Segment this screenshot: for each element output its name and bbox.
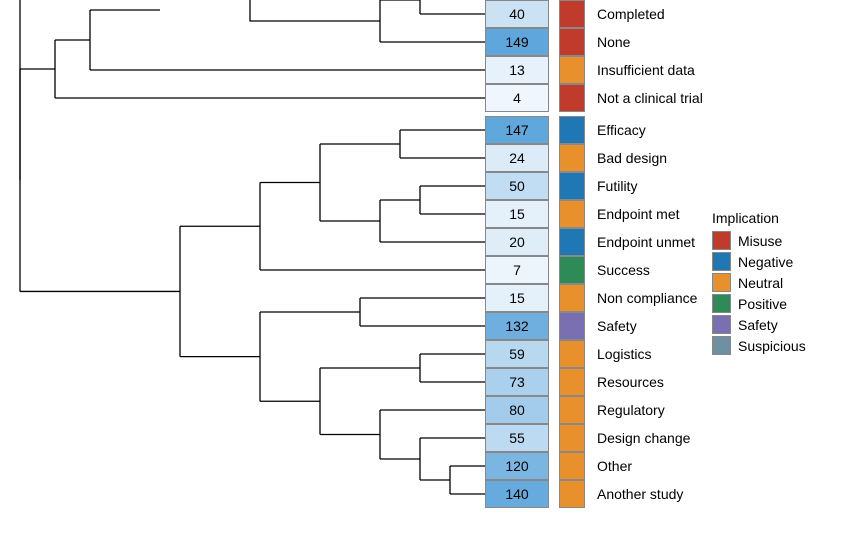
legend-swatch <box>712 273 731 292</box>
row-label: Design change <box>597 430 690 446</box>
implication-legend: Implication Misuse Negative Neutral Positive… <box>712 210 806 356</box>
legend-label: Safety <box>738 317 778 333</box>
value-cell: 4 <box>485 84 549 112</box>
table-row: 15 Endpoint met <box>485 200 680 228</box>
value-cell: 140 <box>485 480 549 508</box>
legend-item: Negative <box>712 251 806 272</box>
legend-label: Suspicious <box>738 338 806 354</box>
implication-cell <box>559 144 585 172</box>
row-label: Not a clinical trial <box>597 90 703 106</box>
legend-title: Implication <box>712 210 806 226</box>
row-label: Another study <box>597 486 683 502</box>
table-row: 7 Success <box>485 256 650 284</box>
implication-cell <box>559 452 585 480</box>
table-row: 4 Not a clinical trial <box>485 84 703 112</box>
row-label: Success <box>597 262 650 278</box>
table-row: 59 Logistics <box>485 340 651 368</box>
legend-swatch <box>712 252 731 271</box>
table-row: 132 Safety <box>485 312 637 340</box>
implication-cell <box>559 340 585 368</box>
legend-label: Negative <box>738 254 793 270</box>
table-row: 147 Efficacy <box>485 116 646 144</box>
row-label: Resources <box>597 374 664 390</box>
implication-cell <box>559 84 585 112</box>
row-label: Insufficient data <box>597 62 695 78</box>
value-cell: 40 <box>485 0 549 28</box>
implication-cell <box>559 396 585 424</box>
table-row: 149 None <box>485 28 630 56</box>
value-cell: 15 <box>485 284 549 312</box>
implication-cell <box>559 28 585 56</box>
table-row: 20 Endpoint unmet <box>485 228 695 256</box>
row-label: Logistics <box>597 346 651 362</box>
implication-cell <box>559 312 585 340</box>
row-label: Safety <box>597 318 637 334</box>
legend-item: Suspicious <box>712 335 806 356</box>
legend-item: Neutral <box>712 272 806 293</box>
implication-cell <box>559 172 585 200</box>
legend-label: Misuse <box>738 233 782 249</box>
row-label: Endpoint unmet <box>597 234 695 250</box>
value-cell: 73 <box>485 368 549 396</box>
value-cell: 120 <box>485 452 549 480</box>
implication-cell <box>559 368 585 396</box>
row-label: Completed <box>597 6 665 22</box>
implication-cell <box>559 424 585 452</box>
dendrogram-svg <box>0 0 485 560</box>
value-cell: 7 <box>485 256 549 284</box>
implication-cell <box>559 256 585 284</box>
value-cell: 15 <box>485 200 549 228</box>
dendrogram-heatmap: 40 Completed 149 None 13 Insufficient data 4 No… <box>0 0 850 560</box>
implication-cell <box>559 480 585 508</box>
table-row: 50 Futility <box>485 172 637 200</box>
value-cell: 13 <box>485 56 549 84</box>
legend-item: Misuse <box>712 230 806 251</box>
table-row: 80 Regulatory <box>485 396 665 424</box>
legend-item: Positive <box>712 293 806 314</box>
legend-swatch <box>712 294 731 313</box>
implication-cell <box>559 56 585 84</box>
value-cell: 149 <box>485 28 549 56</box>
value-cell: 147 <box>485 116 549 144</box>
implication-cell <box>559 284 585 312</box>
row-label: Other <box>597 458 632 474</box>
value-cell: 132 <box>485 312 549 340</box>
table-row: 55 Design change <box>485 424 690 452</box>
implication-cell <box>559 116 585 144</box>
row-label: Futility <box>597 178 637 194</box>
implication-cell <box>559 0 585 28</box>
legend-swatch <box>712 315 731 334</box>
value-cell: 20 <box>485 228 549 256</box>
value-cell: 24 <box>485 144 549 172</box>
row-label: Efficacy <box>597 122 646 138</box>
row-label: Endpoint met <box>597 206 680 222</box>
table-row: 13 Insufficient data <box>485 56 695 84</box>
table-row: 73 Resources <box>485 368 664 396</box>
implication-cell <box>559 200 585 228</box>
table-row: 140 Another study <box>485 480 683 508</box>
row-label: Bad design <box>597 150 667 166</box>
table-row: 40 Completed <box>485 0 665 28</box>
legend-label: Neutral <box>738 275 783 291</box>
value-cell: 59 <box>485 340 549 368</box>
table-row: 120 Other <box>485 452 632 480</box>
table-row: 24 Bad design <box>485 144 667 172</box>
value-cell: 50 <box>485 172 549 200</box>
value-cell: 80 <box>485 396 549 424</box>
value-cell: 55 <box>485 424 549 452</box>
implication-cell <box>559 228 585 256</box>
legend-swatch <box>712 231 731 250</box>
row-label: Non compliance <box>597 290 697 306</box>
legend-label: Positive <box>738 296 787 312</box>
legend-swatch <box>712 336 731 355</box>
row-label: None <box>597 34 630 50</box>
table-row: 15 Non compliance <box>485 284 697 312</box>
row-label: Regulatory <box>597 402 665 418</box>
legend-item: Safety <box>712 314 806 335</box>
